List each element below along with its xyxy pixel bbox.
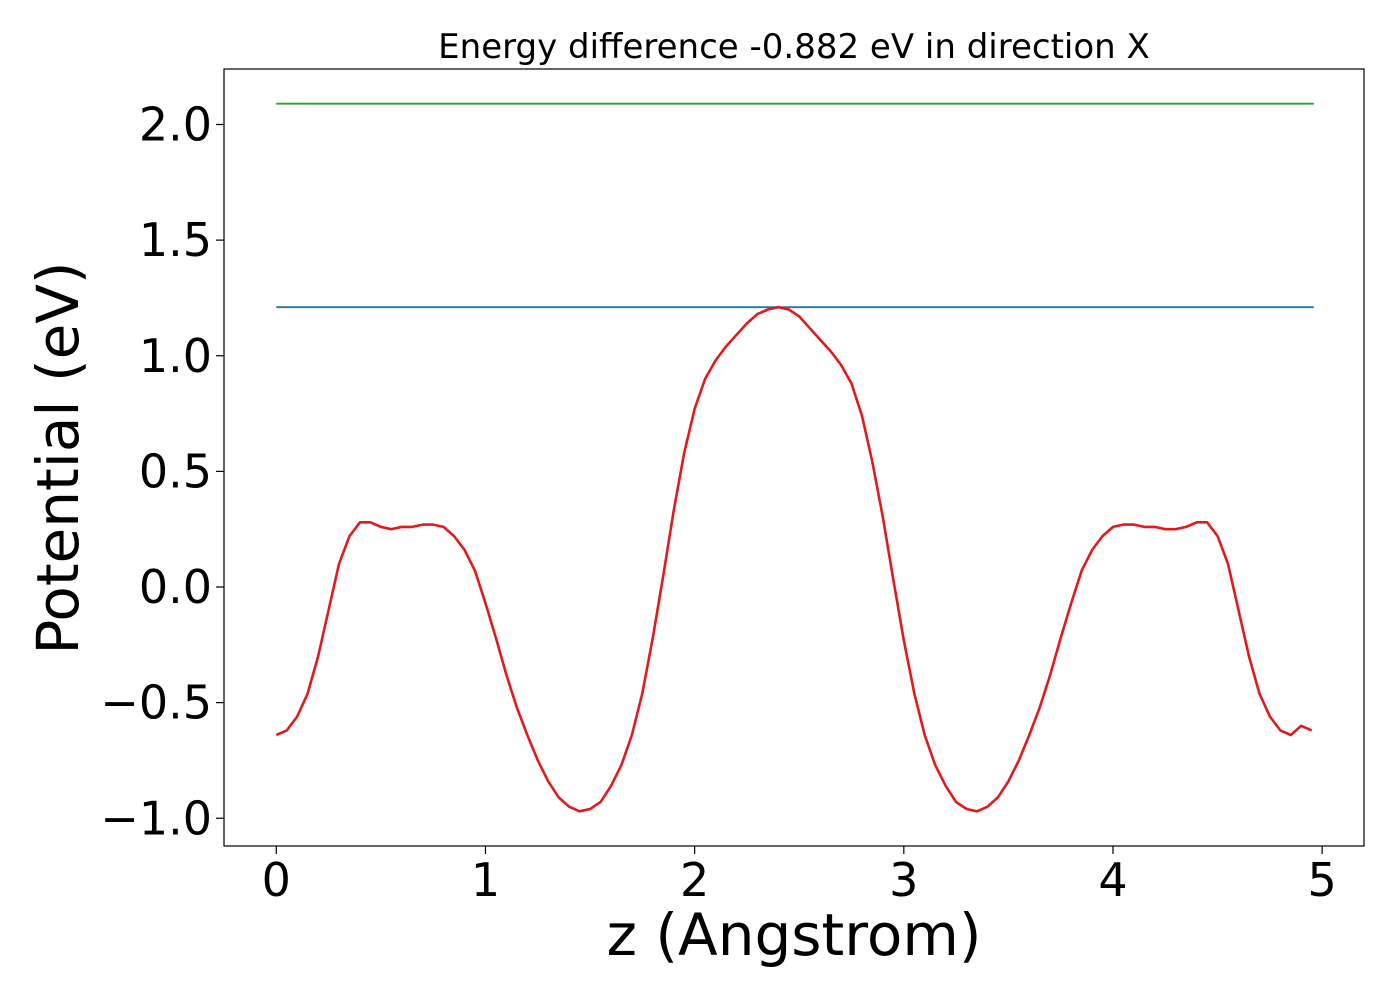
y-tick-label: 2.0 — [139, 98, 212, 152]
y-tick-label: −0.5 — [100, 676, 212, 730]
x-tick-label: 3 — [889, 853, 918, 907]
y-tick-label: 1.0 — [139, 329, 212, 383]
y-tick-label: 0.0 — [139, 560, 212, 614]
x-ticks: 0 1 2 3 4 5 — [262, 846, 1337, 907]
x-axis-label: z (Angstrom) — [607, 901, 982, 969]
y-tick-label: −1.0 — [100, 791, 212, 845]
x-tick-label: 4 — [1098, 853, 1127, 907]
x-tick-label: 0 — [262, 853, 291, 907]
y-axis-label: Potential (eV) — [24, 261, 92, 654]
plot-area — [224, 69, 1364, 846]
plot-frame — [223, 68, 1365, 847]
chart-title: Energy difference -0.882 eV in direction… — [438, 27, 1150, 67]
y-tick-label: 0.5 — [139, 444, 212, 498]
series-line-3 — [275, 305, 1313, 813]
series-layer — [275, 102, 1314, 813]
y-ticks: −1.0 −0.5 0.0 0.5 1.0 1.5 2.0 — [100, 98, 224, 845]
y-tick-label: 1.5 — [139, 213, 212, 267]
x-tick-label: 1 — [471, 853, 500, 907]
x-tick-label: 2 — [680, 853, 709, 907]
x-tick-label: 5 — [1308, 853, 1337, 907]
